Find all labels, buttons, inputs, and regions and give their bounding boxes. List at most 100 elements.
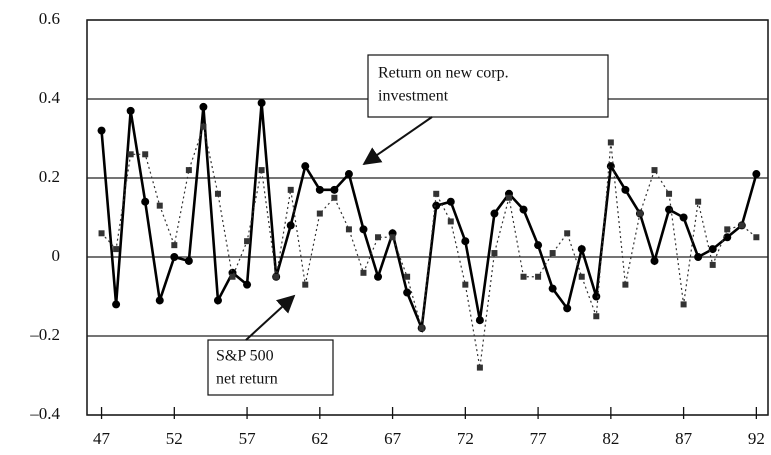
point [447, 218, 454, 225]
x-tick-label: 77 [530, 429, 548, 448]
point [577, 245, 586, 254]
point [345, 226, 352, 233]
point [156, 202, 163, 209]
y-tick-label: 0.4 [39, 88, 61, 107]
annotation-text: Return on new corp. [378, 65, 509, 82]
point [199, 102, 208, 111]
point [404, 273, 411, 280]
point [535, 273, 542, 280]
point [651, 167, 658, 174]
point [229, 273, 236, 280]
x-tick-label: 82 [602, 429, 619, 448]
x-tick-label: 87 [675, 429, 693, 448]
point [273, 273, 280, 280]
point [534, 241, 543, 250]
annotation: Return on new corp. investment [362, 54, 609, 166]
point [621, 185, 630, 194]
point [287, 186, 294, 193]
point [462, 281, 469, 288]
point [549, 250, 556, 257]
point [723, 233, 732, 242]
point [680, 301, 687, 308]
point [548, 284, 557, 293]
point [593, 313, 600, 320]
y-tick-label: 0.6 [39, 9, 60, 28]
point [330, 185, 339, 194]
point [360, 269, 367, 276]
x-tick-label: 72 [457, 429, 474, 448]
point [679, 213, 688, 222]
point [432, 201, 441, 210]
point [185, 167, 192, 174]
point [97, 126, 106, 135]
point [650, 256, 659, 265]
y-tick-label: 0 [52, 246, 61, 265]
annotation-box [207, 339, 334, 396]
point [520, 273, 527, 280]
point [112, 300, 121, 309]
x-tick-label: 57 [239, 429, 257, 448]
point [403, 288, 412, 297]
point [142, 151, 149, 158]
x-tick-label: 62 [311, 429, 328, 448]
point [418, 325, 425, 332]
point [375, 234, 382, 241]
point [519, 205, 528, 214]
point [301, 162, 310, 171]
y-tick-label: –0.4 [29, 404, 60, 423]
point [606, 162, 615, 171]
point [374, 272, 383, 281]
point [184, 256, 193, 265]
point [170, 253, 179, 261]
point [695, 198, 702, 205]
point [738, 222, 745, 229]
point [243, 280, 252, 289]
point [244, 238, 251, 245]
point [476, 364, 483, 371]
y-tick-label: –0.2 [29, 325, 60, 344]
point [578, 273, 585, 280]
point [505, 194, 512, 201]
annotation-text: net return [216, 371, 278, 388]
point [753, 234, 760, 241]
point [708, 245, 717, 254]
point [344, 170, 353, 179]
point [446, 197, 455, 206]
annotation: S&P 500 net return [207, 294, 334, 396]
annotation-box [367, 54, 609, 118]
x-tick-label: 92 [748, 429, 765, 448]
point [286, 221, 295, 230]
point [490, 209, 499, 218]
point [258, 167, 265, 174]
annotation-text: investment [378, 88, 449, 105]
point [389, 234, 396, 241]
point [461, 237, 470, 246]
point [433, 190, 440, 197]
point [155, 296, 164, 305]
x-tick-label: 52 [166, 429, 183, 448]
point [709, 261, 716, 268]
point [200, 123, 207, 130]
point [257, 98, 266, 107]
point [316, 210, 323, 217]
arrow [362, 116, 433, 166]
point [126, 106, 135, 115]
point [491, 250, 498, 257]
x-tick-label: 67 [384, 429, 402, 448]
series-line [100, 102, 758, 334]
point [141, 197, 150, 206]
point [331, 194, 338, 201]
point [302, 281, 309, 288]
y-tick-label: 0.2 [39, 167, 60, 186]
point [563, 304, 572, 313]
point [475, 316, 484, 325]
point [636, 210, 643, 217]
point [622, 281, 629, 288]
point [113, 246, 120, 253]
point [665, 205, 674, 214]
series-line [101, 124, 757, 368]
point [315, 185, 324, 194]
annotation-text: S&P 500 [216, 348, 274, 365]
